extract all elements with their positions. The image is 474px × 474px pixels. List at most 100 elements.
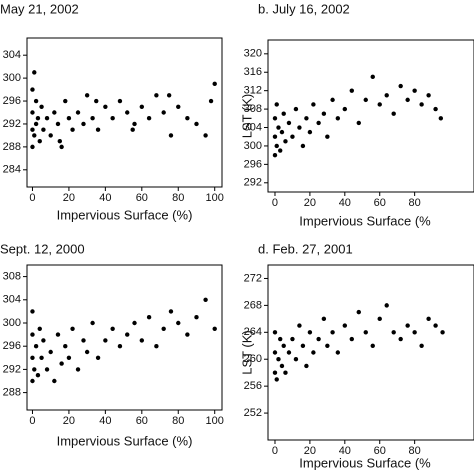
point bbox=[438, 116, 444, 121]
y-tick-label: 304 bbox=[3, 49, 21, 61]
point bbox=[30, 355, 35, 360]
point bbox=[281, 343, 286, 348]
point bbox=[272, 134, 278, 139]
point bbox=[290, 336, 295, 342]
point bbox=[363, 330, 368, 335]
y-tick-label: 320 bbox=[244, 48, 262, 60]
point bbox=[185, 332, 190, 337]
point bbox=[335, 116, 341, 121]
point bbox=[203, 133, 208, 138]
point bbox=[59, 144, 64, 150]
point bbox=[321, 316, 327, 322]
point bbox=[325, 343, 330, 348]
point bbox=[398, 336, 403, 342]
plot-frame bbox=[26, 37, 223, 188]
point bbox=[316, 336, 321, 342]
point bbox=[286, 120, 292, 126]
point bbox=[161, 326, 166, 331]
y-tick-label: 264 bbox=[244, 326, 262, 338]
y-tick-label: 268 bbox=[244, 299, 262, 311]
y-tick-label: 304 bbox=[3, 294, 21, 306]
point bbox=[279, 363, 285, 369]
plot-frame bbox=[26, 264, 223, 411]
point bbox=[32, 367, 37, 372]
x-tick-label: 60 bbox=[136, 415, 148, 427]
point bbox=[212, 326, 217, 331]
point bbox=[272, 330, 278, 335]
y-tick-label: 252 bbox=[244, 407, 262, 419]
point bbox=[300, 343, 306, 348]
point bbox=[272, 116, 278, 121]
point bbox=[52, 110, 57, 115]
point bbox=[139, 338, 145, 343]
point bbox=[44, 116, 50, 121]
x-tick-label: 40 bbox=[99, 415, 111, 427]
x-tick-label: 60 bbox=[374, 445, 386, 457]
point bbox=[349, 336, 354, 342]
x-tick-label: 100 bbox=[206, 415, 224, 427]
point bbox=[276, 125, 281, 130]
point bbox=[139, 104, 145, 109]
point bbox=[52, 378, 57, 384]
point bbox=[363, 97, 368, 103]
y-tick-label: 260 bbox=[244, 353, 262, 365]
point bbox=[426, 316, 431, 322]
y-tick-label: 292 bbox=[3, 118, 21, 130]
point bbox=[212, 81, 217, 87]
point bbox=[412, 330, 417, 335]
y-tick-label: 284 bbox=[3, 164, 21, 176]
point bbox=[95, 127, 101, 132]
point bbox=[110, 116, 115, 121]
y-tick-label: 300 bbox=[3, 317, 21, 329]
point bbox=[304, 363, 309, 369]
point bbox=[384, 93, 389, 98]
point bbox=[168, 133, 174, 138]
point bbox=[146, 315, 152, 320]
point bbox=[132, 320, 137, 326]
point bbox=[405, 97, 410, 103]
point bbox=[321, 111, 327, 116]
point bbox=[194, 315, 199, 320]
point bbox=[41, 127, 46, 132]
point bbox=[44, 367, 50, 372]
point bbox=[433, 106, 438, 112]
point bbox=[146, 116, 152, 121]
point bbox=[66, 355, 72, 360]
y-tick-label: 308 bbox=[244, 103, 262, 115]
y-tick-label: 300 bbox=[3, 72, 21, 84]
point bbox=[325, 134, 330, 139]
point bbox=[297, 323, 302, 328]
point bbox=[276, 357, 281, 362]
point bbox=[185, 116, 190, 121]
y-tick-label: 296 bbox=[3, 340, 21, 352]
x-tick-label: 20 bbox=[63, 415, 75, 427]
point bbox=[272, 370, 278, 375]
point bbox=[30, 87, 35, 92]
point bbox=[278, 336, 283, 342]
point bbox=[286, 350, 292, 355]
point bbox=[203, 297, 208, 302]
point bbox=[316, 120, 321, 126]
point bbox=[293, 357, 299, 362]
panel-title: d. Feb. 27, 2001 bbox=[258, 241, 353, 256]
point bbox=[30, 332, 35, 337]
x-axis-label: Impervious Surface (%) bbox=[57, 433, 193, 448]
point bbox=[335, 350, 341, 355]
x-tick-label: 100 bbox=[206, 192, 224, 204]
y-tick-label: 292 bbox=[244, 177, 262, 189]
point bbox=[208, 98, 214, 104]
point bbox=[419, 102, 424, 107]
point bbox=[57, 138, 63, 144]
x-tick-label: 80 bbox=[409, 197, 421, 209]
point bbox=[154, 93, 159, 98]
point bbox=[384, 303, 389, 308]
point bbox=[33, 98, 39, 104]
y-axis-label: LST (K) bbox=[239, 94, 254, 139]
point bbox=[75, 367, 81, 372]
y-tick-label: 316 bbox=[244, 66, 262, 78]
point bbox=[293, 106, 299, 112]
point bbox=[307, 129, 313, 135]
point bbox=[391, 330, 396, 335]
point bbox=[90, 116, 95, 121]
